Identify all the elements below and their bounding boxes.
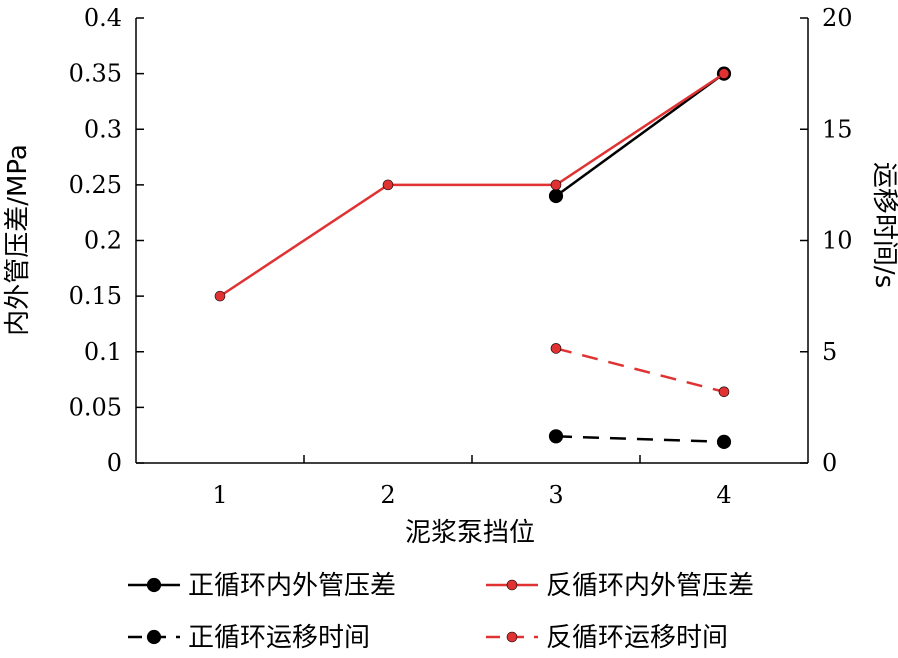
data-point <box>550 343 562 354</box>
data-point <box>548 429 564 444</box>
y-left-tick-label: 0.3 <box>84 115 122 143</box>
y-right-tick-label: 5 <box>822 338 837 366</box>
series-2 <box>214 68 730 302</box>
series-line <box>555 72 725 198</box>
series-3 <box>548 429 732 449</box>
legend-label: 正循环内外管压差 <box>188 571 396 601</box>
legend-label: 反循环内外管压差 <box>546 571 754 601</box>
x-axis-title: 泥浆泵挡位 <box>405 518 535 548</box>
legend-item: 反循环运移时间 <box>486 623 728 653</box>
legend-item: 正循环运移时间 <box>128 623 370 653</box>
data-point <box>550 179 562 191</box>
series-line <box>555 435 725 444</box>
x-tick-label: 1 <box>212 481 227 509</box>
y-axis-left-title: 内外管压差/MPa <box>3 144 33 336</box>
y-right-tick-label: 20 <box>822 4 853 32</box>
data-point <box>214 290 226 302</box>
y-right-tick-label: 0 <box>822 449 837 477</box>
y-left-tick-label: 0.2 <box>84 227 122 255</box>
legend-label: 正循环运移时间 <box>188 623 370 653</box>
legend-marker <box>506 579 518 591</box>
y-left-ticks: 0 0.05 0.1 0.15 0.2 0.25 0.3 0.35 0.4 <box>69 4 144 477</box>
data-point <box>716 434 732 449</box>
x-ticks: 1 2 3 4 <box>212 455 732 509</box>
y-right-ticks: 0 5 10 15 20 <box>800 4 853 477</box>
legend-marker <box>146 577 162 593</box>
legend-marker <box>146 629 162 645</box>
legend-marker <box>506 631 518 643</box>
legend-item: 正循环内外管压差 <box>128 571 396 601</box>
y-left-tick-label: 0.35 <box>69 60 122 88</box>
series-4 <box>550 343 730 398</box>
data-point <box>718 386 730 398</box>
x-tick-label: 2 <box>380 481 395 509</box>
y-right-tick-label: 15 <box>822 115 853 143</box>
x-tick-label: 3 <box>548 481 563 509</box>
data-point <box>548 188 564 204</box>
y-left-tick-label: 0.15 <box>69 282 122 310</box>
series-line <box>219 72 725 298</box>
x-tick-label: 4 <box>716 481 731 509</box>
y-left-tick-label: 0.05 <box>69 393 122 421</box>
data-point <box>382 179 394 191</box>
y-left-tick-label: 0.1 <box>84 338 122 366</box>
y-left-tick-label: 0.4 <box>84 4 122 32</box>
legend-item: 反循环内外管压差 <box>486 571 754 601</box>
y-left-tick-label: 0 <box>107 449 122 477</box>
y-right-tick-label: 10 <box>822 227 853 255</box>
legend-label: 反循环运移时间 <box>546 623 728 653</box>
series-layer <box>214 66 732 449</box>
y-axis-right-title: 运移时间/s <box>869 162 898 288</box>
data-point <box>718 68 730 79</box>
y-left-tick-label: 0.25 <box>69 171 122 199</box>
series-line <box>555 347 725 394</box>
